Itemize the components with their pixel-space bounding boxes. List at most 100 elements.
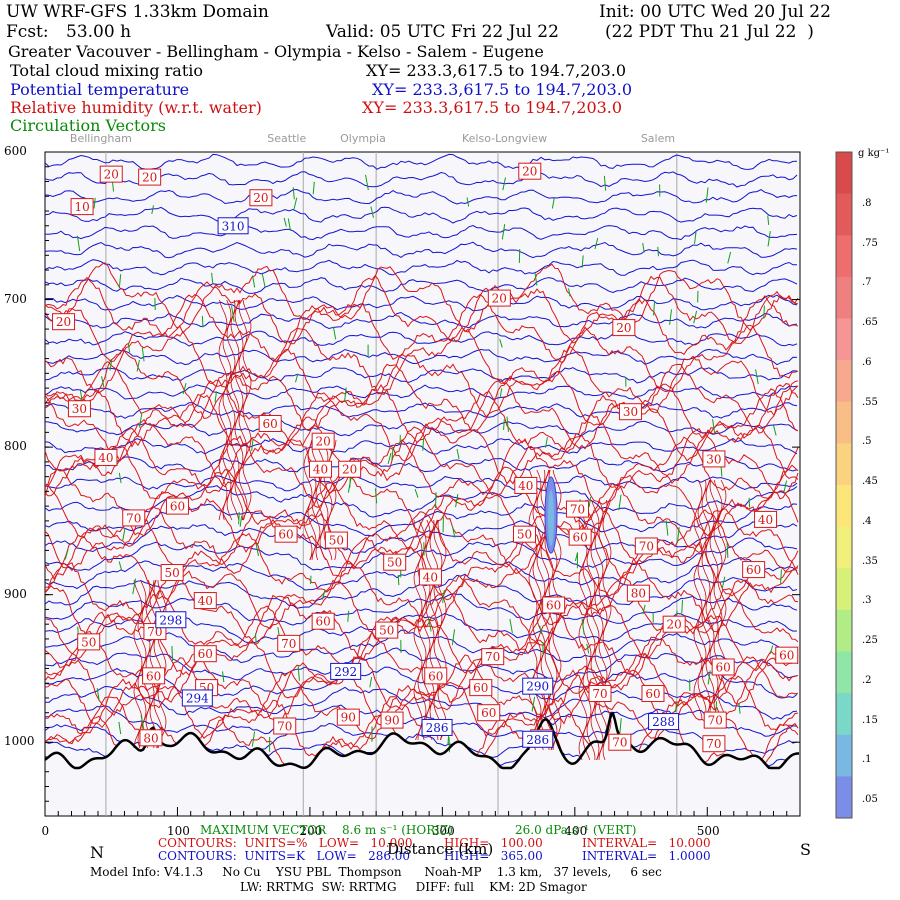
- circulation-vector: [452, 526, 456, 538]
- rh-contour-label: 70: [565, 500, 589, 518]
- circulation-vector: [531, 696, 536, 712]
- circulation-vector: [252, 275, 256, 288]
- circulation-vector: [456, 448, 460, 460]
- svg-text:310: 310: [222, 219, 245, 233]
- svg-text:60: 60: [170, 500, 185, 514]
- svg-text:80: 80: [631, 587, 646, 601]
- circulation-vector: [466, 197, 470, 207]
- rh-contour: [149, 579, 159, 749]
- colorbar-swatch: [836, 776, 852, 819]
- field-vectors-name: Circulation Vectors: [10, 116, 166, 135]
- svg-text:286: 286: [426, 721, 449, 735]
- rh-contour-label: 60: [311, 612, 335, 630]
- circulation-vector: [261, 273, 266, 287]
- rh-contour-label: 30: [618, 403, 642, 421]
- circulation-vector: [451, 629, 456, 646]
- rh-contour: [44, 379, 799, 450]
- circulation-vector: [707, 670, 711, 685]
- y-tick-label: 1000: [4, 734, 35, 749]
- svg-text:40: 40: [758, 513, 773, 527]
- circulation-vector: [171, 646, 174, 662]
- circulation-vector: [574, 552, 579, 562]
- colorbar-label: .65: [862, 317, 878, 329]
- circulation-vector: [665, 520, 669, 536]
- svg-text:20: 20: [492, 292, 507, 306]
- svg-text:40: 40: [423, 570, 438, 584]
- colorbar-label: .25: [862, 635, 878, 647]
- circulation-vector: [763, 305, 765, 319]
- circulation-vector: [755, 369, 759, 385]
- svg-text:50: 50: [379, 624, 394, 638]
- y-tick-label: 700: [4, 291, 27, 306]
- theta-contour-info: CONTOURS: UNITS=K LOW= 286.00: [158, 849, 411, 863]
- theta-contour: [44, 666, 798, 701]
- svg-text:40: 40: [313, 463, 328, 477]
- rh-contour: [44, 482, 799, 554]
- rh-contour: [717, 479, 727, 721]
- rh-contour-label: 60: [258, 415, 282, 433]
- circulation-vector: [101, 376, 105, 388]
- rh-contour: [44, 345, 799, 420]
- circulation-vector: [594, 237, 599, 250]
- colorbar-label: .8: [862, 198, 872, 209]
- circulation-vector: [726, 542, 729, 558]
- rh-contour-label: 60: [193, 645, 217, 663]
- rh-contour-info: CONTOURS: UNITS=% LOW= 10.000: [158, 836, 413, 850]
- rh-contour-label: 20: [138, 168, 162, 186]
- circulation-vector: [586, 643, 590, 654]
- rh-contour-label: 20: [518, 162, 542, 180]
- rh-contour-label: 60: [424, 667, 448, 685]
- rh-contour-label: 20: [249, 189, 273, 207]
- circulation-vector: [653, 302, 655, 316]
- rh-contour-label: 60: [641, 685, 665, 703]
- circulation-vector: [506, 416, 509, 432]
- rh-contour-label: 60: [469, 679, 493, 697]
- circulation-vector: [427, 617, 432, 632]
- circulation-vector: [773, 425, 777, 436]
- rh-contour-label: 80: [139, 729, 163, 747]
- circulation-vector: [136, 359, 140, 372]
- field-cloud-name: Total cloud mixing ratio: [10, 61, 204, 80]
- rh-contour-label: 40: [754, 510, 778, 528]
- svg-text:288: 288: [652, 715, 675, 729]
- max-vector-horiz: 8.6 m s⁻¹ (HORIZ): [342, 823, 453, 837]
- circulation-vector: [642, 242, 645, 253]
- colorbar-swatch: [836, 568, 852, 611]
- theta-contour: [44, 348, 798, 366]
- x-tick-label: 200: [299, 824, 323, 838]
- circulation-vector: [721, 576, 726, 589]
- theta-contour: [44, 367, 798, 384]
- circulation-vector: [122, 528, 126, 541]
- svg-text:30: 30: [72, 402, 87, 416]
- circulation-vector: [681, 599, 683, 614]
- theta-contour: [44, 224, 798, 241]
- svg-text:90: 90: [341, 711, 356, 725]
- colorbar-label: .3: [862, 595, 872, 607]
- theta-contour-interval: INTERVAL= 1.0000: [582, 849, 711, 863]
- svg-text:20: 20: [522, 165, 537, 179]
- svg-text:40: 40: [98, 451, 113, 465]
- circulation-vector: [312, 181, 315, 195]
- circulation-vector: [76, 235, 81, 252]
- svg-text:60: 60: [645, 687, 660, 701]
- circulation-vector: [292, 187, 295, 200]
- svg-text:70: 70: [708, 714, 723, 728]
- x-axis-label: Distance (km): [387, 840, 494, 858]
- svg-text:60: 60: [278, 528, 293, 542]
- rh-contour-label: 20: [662, 615, 686, 633]
- circulation-vector: [118, 561, 123, 571]
- theta-contour: [44, 311, 798, 330]
- theta-contour: [44, 330, 798, 347]
- rh-contour-label: 70: [122, 509, 146, 527]
- circulation-vector: [712, 419, 716, 434]
- svg-text:70: 70: [277, 719, 292, 733]
- circulation-vector: [64, 549, 69, 560]
- circulation-vector: [705, 187, 709, 203]
- circulation-vector: [748, 497, 751, 508]
- circulation-vector: [222, 671, 225, 683]
- rh-contour-label: 60: [775, 646, 799, 664]
- svg-text:286: 286: [526, 733, 549, 747]
- theta-contour: [44, 474, 798, 492]
- svg-text:50: 50: [329, 534, 344, 548]
- circulation-vector: [297, 664, 300, 681]
